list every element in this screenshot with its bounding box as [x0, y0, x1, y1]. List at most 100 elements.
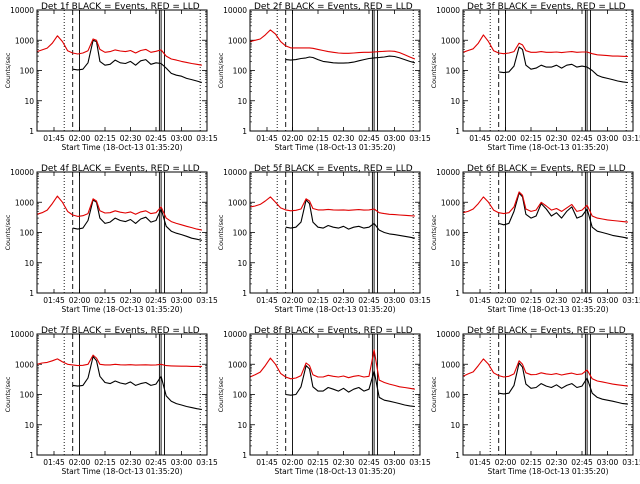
y-axis-label: Counts/sec — [430, 52, 438, 88]
y-tick-label: 10000 — [436, 6, 460, 15]
x-axis-label: Start Time (18-Oct-13 01:35:20) — [274, 305, 395, 314]
x-axis-label: Start Time (18-Oct-13 01:35:20) — [487, 467, 608, 476]
x-tick-label: 02:00 — [495, 134, 517, 143]
series-events — [285, 199, 416, 239]
panel-7: Det 7f BLACK = Events, RED = LLD 1 10 100 10… — [4, 326, 218, 476]
y-tick-label: 1 — [242, 289, 247, 298]
y-axis-label: Counts/sec — [4, 214, 12, 250]
x-tick-label: 02:00 — [69, 458, 91, 467]
panel-2: Det 2f BLACK = Events, RED = LLD 1 10 100 10… — [217, 2, 431, 152]
plot-frame — [249, 333, 421, 456]
y-tick-label: 10 — [24, 421, 34, 430]
y-tick-label: 10 — [450, 259, 460, 268]
y-tick-label: 100 — [20, 391, 35, 400]
y-tick-label: 1 — [29, 289, 34, 298]
y-axis-label: Counts/sec — [430, 376, 438, 412]
x-tick-label: 02:45 — [358, 296, 380, 305]
x-tick-label: 03:15 — [622, 458, 640, 467]
series-lld — [249, 196, 415, 217]
y-tick-label: 1000 — [228, 198, 247, 207]
x-axis-label: Start Time (18-Oct-13 01:35:20) — [487, 143, 608, 152]
y-tick-label: 1 — [29, 451, 34, 460]
y-tick-label: 100 — [233, 391, 248, 400]
series-events — [498, 46, 628, 84]
x-tick-label: 02:00 — [282, 458, 304, 467]
y-tick-label: 100 — [446, 391, 461, 400]
y-tick-label: 100 — [233, 229, 248, 238]
panel-4: Det 4f BLACK = Events, RED = LLD 1 10 100 10… — [4, 164, 218, 314]
x-axis-label: Start Time (18-Oct-13 01:35:20) — [487, 305, 608, 314]
panel-6: Det 6f BLACK = Events, RED = LLD 1 10 100 10… — [430, 164, 640, 314]
plot-frame — [462, 333, 634, 456]
y-axis-label: Counts/sec — [430, 214, 438, 250]
x-axis-label: Start Time (18-Oct-13 01:35:20) — [61, 143, 182, 152]
x-tick-label: 01:45 — [43, 134, 65, 143]
y-tick-label: 100 — [20, 229, 35, 238]
series-events — [72, 199, 203, 241]
series-lld — [462, 34, 628, 58]
x-axis-label: Start Time (18-Oct-13 01:35:20) — [274, 143, 395, 152]
panel-title: Det 9f BLACK = Events, RED = LLD — [467, 326, 626, 336]
x-axis-label: Start Time (18-Oct-13 01:35:20) — [61, 305, 182, 314]
panel-3: Det 3f BLACK = Events, RED = LLD 1 10 100 10… — [430, 2, 640, 152]
x-tick-label: 02:45 — [145, 458, 167, 467]
x-tick-label: 01:45 — [43, 296, 65, 305]
x-tick-label: 03:15 — [409, 296, 431, 305]
x-tick-label: 01:45 — [469, 134, 491, 143]
x-tick-label: 02:00 — [495, 296, 517, 305]
x-tick-label: 02:45 — [571, 296, 593, 305]
panel-title: Det 7f BLACK = Events, RED = LLD — [41, 326, 200, 336]
y-tick-label: 1 — [455, 127, 460, 136]
y-axis-label: Counts/sec — [217, 52, 225, 88]
x-tick-label: 03:00 — [597, 296, 619, 305]
x-tick-label: 02:30 — [546, 296, 568, 305]
x-tick-label: 02:45 — [358, 458, 380, 467]
y-tick-label: 1000 — [441, 36, 460, 45]
x-tick-label: 03:00 — [171, 134, 193, 143]
x-tick-label: 02:45 — [145, 134, 167, 143]
y-axis-label: Counts/sec — [4, 52, 12, 88]
x-tick-label: 03:00 — [384, 296, 406, 305]
panel-5: Det 5f BLACK = Events, RED = LLD 1 10 100 10… — [217, 164, 431, 314]
y-axis-label: Counts/sec — [217, 376, 225, 412]
series-lld — [462, 191, 628, 223]
panel-8: Det 8f BLACK = Events, RED = LLD 1 10 100 10… — [217, 326, 431, 476]
series-lld — [249, 349, 415, 390]
x-axis-label: Start Time (18-Oct-13 01:35:20) — [274, 467, 395, 476]
x-tick-label: 02:15 — [520, 134, 542, 143]
y-tick-label: 1000 — [228, 360, 247, 369]
y-tick-label: 10 — [24, 97, 34, 106]
x-tick-label: 02:30 — [333, 458, 355, 467]
x-tick-label: 01:45 — [469, 296, 491, 305]
x-tick-label: 03:00 — [597, 134, 619, 143]
plot-frame — [36, 9, 208, 132]
panel-title: Det 3f BLACK = Events, RED = LLD — [467, 2, 626, 12]
y-axis-label: Counts/sec — [217, 214, 225, 250]
x-tick-label: 02:30 — [546, 458, 568, 467]
x-tick-label: 03:00 — [597, 458, 619, 467]
y-tick-label: 10000 — [436, 168, 460, 177]
y-tick-label: 10000 — [10, 168, 34, 177]
plot-frame — [249, 171, 421, 294]
x-tick-label: 03:15 — [409, 134, 431, 143]
series-events — [285, 55, 416, 64]
y-tick-label: 10 — [237, 259, 247, 268]
x-tick-label: 02:15 — [307, 296, 329, 305]
series-lld — [36, 354, 202, 367]
y-tick-label: 10000 — [223, 6, 247, 15]
panel-9: Det 9f BLACK = Events, RED = LLD 1 10 100 10… — [430, 326, 640, 476]
y-tick-label: 1000 — [228, 36, 247, 45]
x-tick-label: 02:15 — [94, 134, 116, 143]
x-tick-label: 02:30 — [120, 134, 142, 143]
series-lld — [249, 29, 416, 60]
x-tick-label: 02:30 — [333, 296, 355, 305]
y-tick-label: 1000 — [441, 198, 460, 207]
y-tick-label: 10000 — [10, 6, 34, 15]
x-tick-label: 02:00 — [69, 134, 91, 143]
x-tick-label: 02:45 — [358, 134, 380, 143]
x-tick-label: 02:30 — [120, 458, 142, 467]
y-tick-label: 10000 — [10, 330, 34, 339]
panel-1: Det 1f BLACK = Events, RED = LLD 1 10 100 10… — [4, 2, 218, 152]
